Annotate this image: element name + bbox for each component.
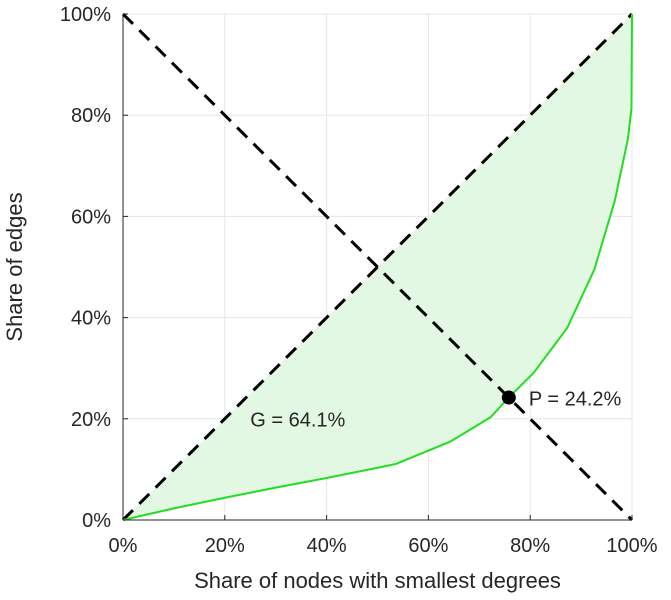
x-tick-label: 0% [109, 535, 138, 557]
x-tick-label: 100% [606, 535, 657, 557]
y-tick-label: 60% [71, 206, 111, 228]
point-p-label: P = 24.2% [529, 389, 622, 411]
diagonal-lines [121, 12, 634, 522]
axes [122, 13, 633, 521]
y-axis-label: Share of edges [2, 192, 27, 341]
y-tick-label: 20% [71, 409, 111, 431]
gini-label: G = 64.1% [250, 409, 345, 431]
x-tick-label: 40% [307, 535, 347, 557]
y-tick-label: 40% [71, 308, 111, 330]
x-tick-label: 60% [408, 535, 448, 557]
y-tick-label: 80% [71, 105, 111, 127]
x-axis-label: Share of nodes with smallest degrees [194, 568, 561, 593]
y-tick-label: 0% [82, 510, 111, 532]
x-tick-label: 80% [510, 535, 550, 557]
x-tick-label: 20% [205, 535, 245, 557]
dashed-diagonal-line [121, 12, 634, 522]
point-p-marker [501, 390, 516, 405]
lorenz-curve [122, 13, 633, 521]
tick-labels: 0% 20% 40% 60% 80% 100% 0% 20% 40% 60% 80% 100% [60, 4, 658, 557]
y-tick-label: 100% [60, 4, 111, 26]
